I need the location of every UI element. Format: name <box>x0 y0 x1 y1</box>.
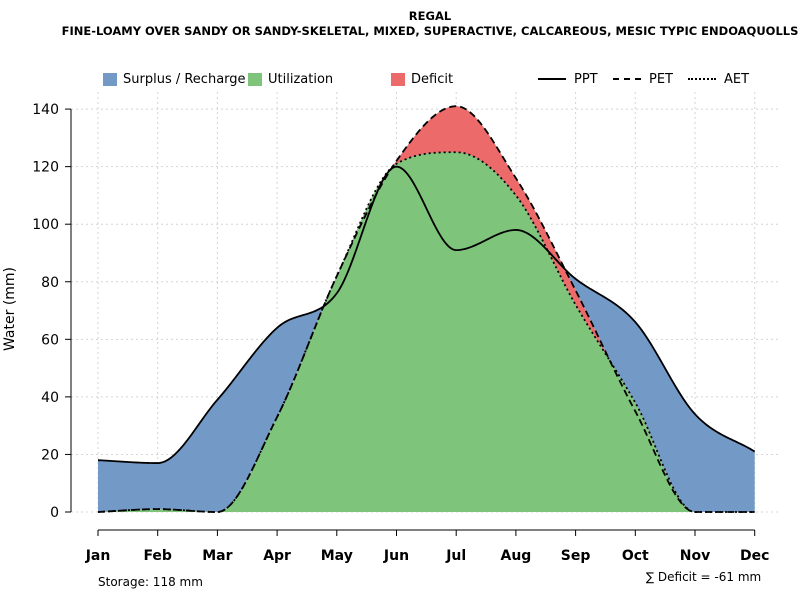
legend-label-aet: AET <box>724 71 750 87</box>
storage-annotation: Storage: 118 mm <box>98 575 203 589</box>
x-tick-label-Jul: Jul <box>445 548 466 564</box>
series-line-aet <box>97 151 755 513</box>
y-tick-label-20: 20 <box>41 447 59 463</box>
legend-swatch-utilization <box>248 72 262 86</box>
area-surplus-recharge <box>98 106 755 512</box>
x-tick-label-Nov: Nov <box>680 548 710 564</box>
x-tick-label-Feb: Feb <box>143 548 172 564</box>
legend-label-deficit: Deficit <box>411 71 454 87</box>
series-lines <box>97 105 756 513</box>
deficit-annotation: ∑ Deficit = -61 mm <box>646 570 762 584</box>
y-tick-label-40: 40 <box>41 390 59 406</box>
x-tick-label-Sep: Sep <box>561 548 591 564</box>
chart-title: REGAL <box>408 9 452 23</box>
x-tick-label-Dec: Dec <box>740 548 769 564</box>
x-tick-label-Oct: Oct <box>622 548 649 564</box>
legend-label-pet: PET <box>649 71 673 87</box>
x-axis-ticks: Jan Feb Mar Apr May Jun Jul Aug Sep Oct Nov Dec <box>85 530 769 564</box>
area-fills <box>98 106 755 512</box>
axes <box>70 109 755 531</box>
x-tick-label-Apr: Apr <box>263 548 291 564</box>
legend-item-ppt: PPT <box>538 71 598 87</box>
legend-line-ppt <box>538 78 566 80</box>
area-utilization <box>98 152 755 512</box>
y-axis-ticks: 0 20 40 60 80 100 120 140 <box>32 102 71 521</box>
legend-item-utilization: Utilization <box>248 71 333 87</box>
legend-swatch-surplus <box>103 72 117 86</box>
x-tick-label-Mar: Mar <box>202 548 232 564</box>
y-tick-label-60: 60 <box>41 332 59 348</box>
legend-item-aet: AET <box>688 71 749 87</box>
legend-swatch-deficit <box>391 72 405 86</box>
series-line-ppt <box>97 165 756 464</box>
legend-item-surplus: Surplus / Recharge <box>103 71 246 87</box>
x-tick-label-Jun: Jun <box>383 548 409 564</box>
series-line-pet <box>97 105 755 513</box>
x-tick-label-May: May <box>321 548 353 564</box>
legend-label-utilization: Utilization <box>268 71 334 87</box>
x-tick-label-Aug: Aug <box>500 548 531 564</box>
legend-label-surplus: Surplus / Recharge <box>123 71 246 87</box>
y-tick-label-100: 100 <box>32 217 59 233</box>
chart-subtitle: FINE-LOAMY OVER SANDY OR SANDY-SKELETAL,… <box>61 24 799 38</box>
legend-item-deficit: Deficit <box>391 71 453 87</box>
x-tick-label-Jan: Jan <box>85 548 111 564</box>
legend-line-aet <box>688 78 716 80</box>
y-tick-label-0: 0 <box>50 505 59 521</box>
legend-line-pet <box>613 78 641 80</box>
legend-item-pet: PET <box>613 71 673 87</box>
legend-label-ppt: PPT <box>574 71 598 87</box>
y-tick-label-80: 80 <box>41 275 59 291</box>
y-tick-label-120: 120 <box>32 160 59 176</box>
y-tick-label-140: 140 <box>32 102 59 118</box>
y-axis-label: Water (mm) <box>2 267 18 351</box>
